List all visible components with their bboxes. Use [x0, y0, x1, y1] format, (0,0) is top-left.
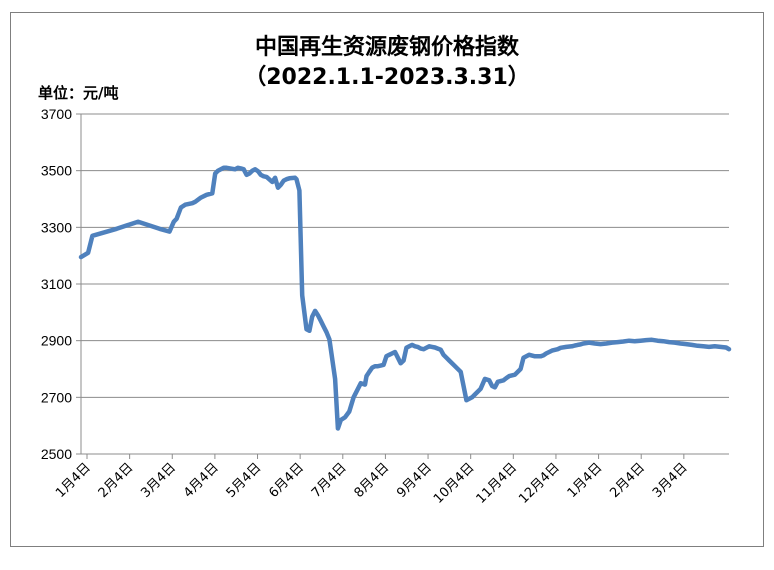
series-layer — [78, 165, 732, 431]
price-index-line — [78, 165, 732, 431]
y-tick-label: 2900 — [41, 333, 72, 349]
chart-title: 中国再生资源废钢价格指数 — [255, 34, 520, 60]
x-tick-label: 7月4日 — [309, 460, 350, 501]
axes — [76, 113, 729, 459]
x-tick-label: 1月4日 — [53, 460, 94, 501]
y-tick-label: 3700 — [41, 106, 72, 122]
x-tick-label: 2月4日 — [607, 460, 648, 501]
x-tick-label: 2月4日 — [96, 460, 137, 501]
y-tick-label: 3500 — [41, 163, 72, 179]
x-tick-labels: 1月4日 2月4日 3月4日 4月4日 5月4日 6月4日 7月4日 8月4日 9月4日10月4… — [53, 460, 691, 507]
y-tick-label: 2500 — [41, 446, 72, 462]
y-tick-label: 3300 — [41, 219, 72, 235]
x-tick-label: 10月4日 — [431, 460, 478, 507]
unit-label: 单位：元/吨 — [38, 84, 118, 102]
x-tick-label: 3月4日 — [650, 460, 691, 501]
chart-frame — [10, 12, 764, 547]
x-tick-label: 3月4日 — [138, 460, 179, 501]
x-tick-label: 4月4日 — [181, 460, 222, 501]
y-tick-label: 2700 — [41, 389, 72, 405]
x-tick-label: 6月4日 — [266, 460, 307, 501]
x-tick-label: 8月4日 — [352, 460, 393, 501]
x-tick-label: 5月4日 — [224, 460, 265, 501]
chart-subtitle: （2022.1.1-2023.3.31） — [244, 65, 530, 90]
x-tick-label: 11月4日 — [474, 460, 521, 507]
y-tick-label: 3100 — [41, 276, 72, 292]
x-tick-label: 1月4日 — [565, 460, 606, 501]
x-tick-label: 9月4日 — [394, 460, 435, 501]
x-tick-label: 12月4日 — [516, 460, 563, 507]
y-tick-labels: 2500 2700 2900 3100 3300 3500 3700 — [41, 106, 72, 462]
